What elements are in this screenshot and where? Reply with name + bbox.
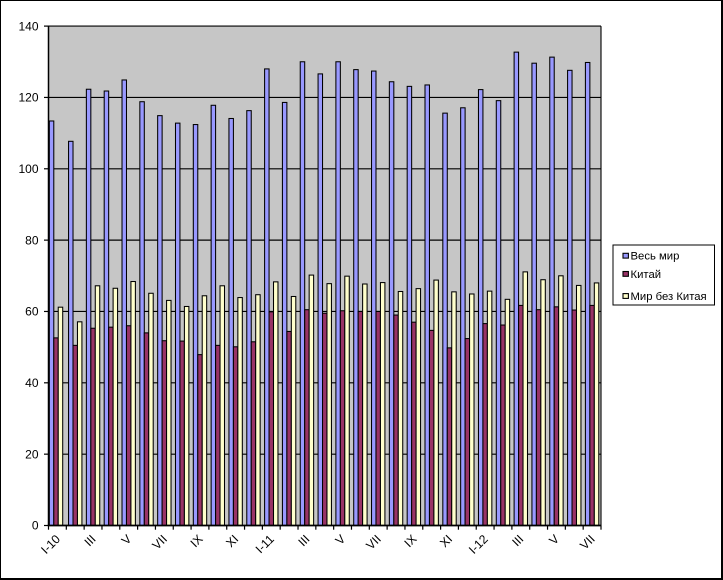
svg-text:I-10: I-10 [38,532,63,557]
svg-text:XI: XI [437,532,455,550]
svg-text:IX: IX [188,532,206,550]
svg-text:120: 120 [18,91,38,105]
svg-text:Весь мир: Весь мир [631,251,680,263]
svg-text:Мир без Китая: Мир без Китая [631,291,707,303]
svg-text:VII: VII [577,532,597,552]
svg-text:Китай: Китай [631,269,662,281]
svg-text:V: V [333,531,349,547]
svg-text:V: V [119,531,135,547]
svg-text:100: 100 [18,162,38,176]
svg-text:80: 80 [25,233,39,247]
svg-text:IX: IX [401,532,419,550]
svg-text:0: 0 [32,519,39,533]
svg-text:V: V [546,531,562,547]
svg-text:III: III [509,532,526,549]
svg-text:60: 60 [25,305,39,319]
svg-text:VII: VII [363,532,383,552]
svg-text:VII: VII [150,532,170,552]
svg-text:I-11: I-11 [253,532,277,556]
svg-text:XI: XI [223,532,241,550]
svg-text:III: III [82,532,99,549]
svg-text:40: 40 [25,376,39,390]
svg-text:140: 140 [18,19,38,33]
svg-text:I-12: I-12 [466,532,491,557]
svg-text:20: 20 [25,447,39,461]
svg-text:III: III [295,532,312,549]
